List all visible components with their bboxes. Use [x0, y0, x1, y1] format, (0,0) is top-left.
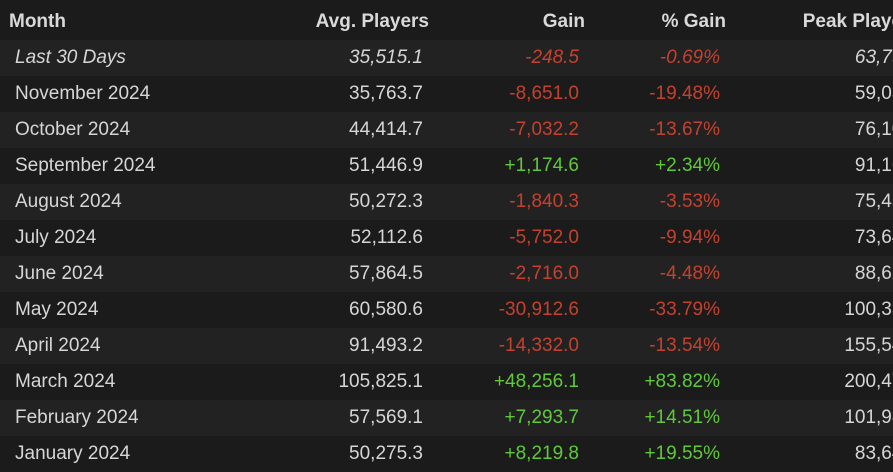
- cell-pct-gain: -9.94%: [591, 220, 732, 256]
- cell-month: October 2024: [0, 112, 269, 148]
- cell-avg-players: 91,493.2: [269, 328, 435, 364]
- cell-pct-gain: +2.34%: [591, 148, 732, 184]
- cell-pct-gain: +19.55%: [591, 436, 732, 472]
- cell-pct-gain: -3.53%: [591, 184, 732, 220]
- cell-gain: -2,716.0: [435, 256, 591, 292]
- cell-month: June 2024: [0, 256, 269, 292]
- cell-gain: -5,752.0: [435, 220, 591, 256]
- cell-peak-players: 63,798: [732, 40, 893, 76]
- table-row: November 2024 35,763.7 -8,651.0 -19.48% 59,0…: [0, 76, 893, 112]
- table-row: September 2024 51,446.9 +1,174.6 +2.34% 91,1…: [0, 148, 893, 184]
- cell-peak-players: 83,645: [732, 436, 893, 472]
- cell-avg-players: 51,446.9: [269, 148, 435, 184]
- table-row: January 202450,275.3+8,219.8+19.55%83,64…: [0, 436, 893, 472]
- table-row: April 202491,493.2-14,332.0-13.54%155,54…: [0, 328, 893, 364]
- cell-pct-gain: +14.51%: [591, 400, 732, 436]
- cell-avg-players: 57,569.1: [269, 400, 435, 436]
- cell-month: February 2024: [0, 400, 269, 436]
- cell-month: July 2024: [0, 220, 269, 256]
- cell-month: January 2024: [0, 436, 269, 472]
- table-row: February 2024 57,569.1 +7,293.7 +14.51% 101,…: [0, 400, 893, 436]
- cell-avg-players: 57,864.5: [269, 256, 435, 292]
- cell-gain: +1,174.6: [435, 148, 591, 184]
- header-row: Month Avg. Players Gain % Gain Peak Play…: [0, 0, 893, 40]
- table-header: Month Avg. Players Gain % Gain Peak Play…: [0, 0, 893, 40]
- cell-month: August 2024: [0, 184, 269, 220]
- cell-month: Last 30 Days: [0, 40, 269, 76]
- cell-pct-gain: -13.67%: [591, 112, 732, 148]
- cell-month: November 2024: [0, 76, 269, 112]
- cell-month: May 2024: [0, 292, 269, 328]
- cell-month: September 2024: [0, 148, 269, 184]
- cell-peak-players: 75,457: [732, 184, 893, 220]
- cell-gain: -14,332.0: [435, 328, 591, 364]
- cell-peak-players: 76,108: [732, 112, 893, 148]
- cell-gain: -248.5: [435, 40, 591, 76]
- cell-avg-players: 105,825.1: [269, 364, 435, 400]
- header-peak-players[interactable]: Peak Players: [732, 0, 893, 40]
- cell-avg-players: 52,112.6: [269, 220, 435, 256]
- cell-pct-gain: -19.48%: [591, 76, 732, 112]
- cell-gain: -30,912.6: [435, 292, 591, 328]
- cell-gain: -8,651.0: [435, 76, 591, 112]
- cell-month: March 2024: [0, 364, 269, 400]
- cell-avg-players: 44,414.7: [269, 112, 435, 148]
- header-gain[interactable]: Gain: [435, 0, 591, 40]
- cell-avg-players: 35,515.1: [269, 40, 435, 76]
- table-row: October 202444,414.7-7,032.2-13.67%76,10…: [0, 112, 893, 148]
- cell-pct-gain: -33.79%: [591, 292, 732, 328]
- cell-peak-players: 101,985: [732, 400, 893, 436]
- cell-peak-players: 200,476: [732, 364, 893, 400]
- cell-gain: +7,293.7: [435, 400, 591, 436]
- cell-avg-players: 60,580.6: [269, 292, 435, 328]
- table-body: Last 30 Days35,515.1-248.5-0.69%63,798No…: [0, 40, 893, 472]
- cell-gain: -1,840.3: [435, 184, 591, 220]
- header-month[interactable]: Month: [0, 0, 269, 40]
- cell-peak-players: 100,331: [732, 292, 893, 328]
- cell-gain: -7,032.2: [435, 112, 591, 148]
- cell-peak-players: 155,546: [732, 328, 893, 364]
- cell-avg-players: 35,763.7: [269, 76, 435, 112]
- cell-pct-gain: +83.82%: [591, 364, 732, 400]
- cell-pct-gain: -13.54%: [591, 328, 732, 364]
- cell-gain: +48,256.1: [435, 364, 591, 400]
- cell-peak-players: 73,646: [732, 220, 893, 256]
- cell-peak-players: 88,626: [732, 256, 893, 292]
- cell-month: April 2024: [0, 328, 269, 364]
- cell-peak-players: 91,165: [732, 148, 893, 184]
- cell-gain: +8,219.8: [435, 436, 591, 472]
- header-pct-gain[interactable]: % Gain: [591, 0, 732, 40]
- table-row: March 2024 105,825.1 +48,256.1 +83.82% 200,4…: [0, 364, 893, 400]
- cell-avg-players: 50,275.3: [269, 436, 435, 472]
- header-avg-players[interactable]: Avg. Players: [269, 0, 435, 40]
- cell-peak-players: 59,030: [732, 76, 893, 112]
- cell-pct-gain: -4.48%: [591, 256, 732, 292]
- cell-pct-gain: -0.69%: [591, 40, 732, 76]
- cell-avg-players: 50,272.3: [269, 184, 435, 220]
